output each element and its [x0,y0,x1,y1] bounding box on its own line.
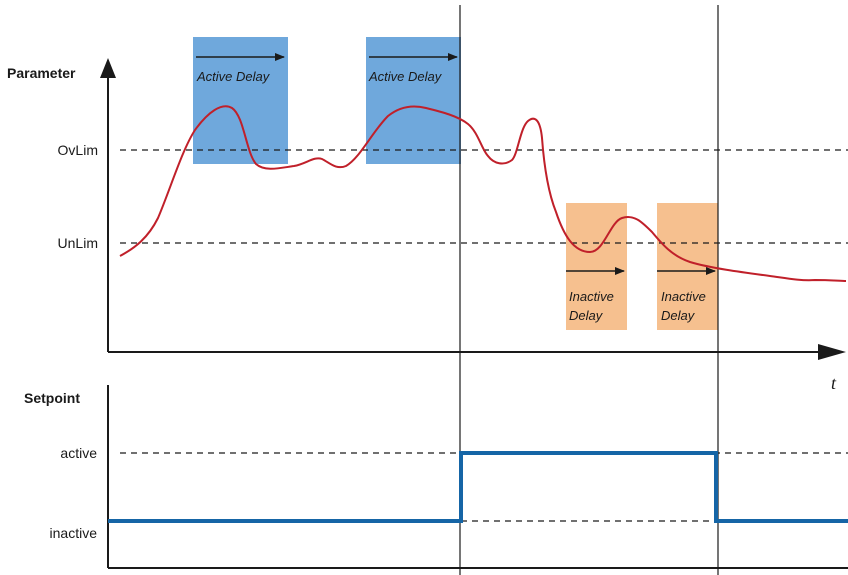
inactive-delay-label-1-line1: Inactive [569,289,614,304]
ovlim-label: OvLim [58,142,98,158]
time-axis-arrow-icon [818,344,846,360]
inactive-delay-label-1-line2: Delay [569,308,604,323]
setpoint-step-signal [108,451,848,523]
parameter-signal-curve [119,105,847,282]
setpoint-axis-label: Setpoint [24,390,80,406]
inactive-delay-box-1 [566,203,627,330]
unlim-label: UnLim [58,235,98,251]
parameter-axis-arrow-icon [100,58,116,78]
inactive-delay-label-2-line2: Delay [661,308,696,323]
time-axis-label: t [831,373,837,393]
inactive-label: inactive [50,525,98,541]
parameter-axis-label: Parameter [7,65,76,81]
inactive-delay-label-2-line1: Inactive [661,289,706,304]
active-delay-box-1 [193,37,288,164]
active-label: active [60,445,97,461]
active-delay-box-2 [366,37,461,164]
active-delay-label-2: Active Delay [368,69,443,84]
active-delay-label-1: Active Delay [196,69,271,84]
